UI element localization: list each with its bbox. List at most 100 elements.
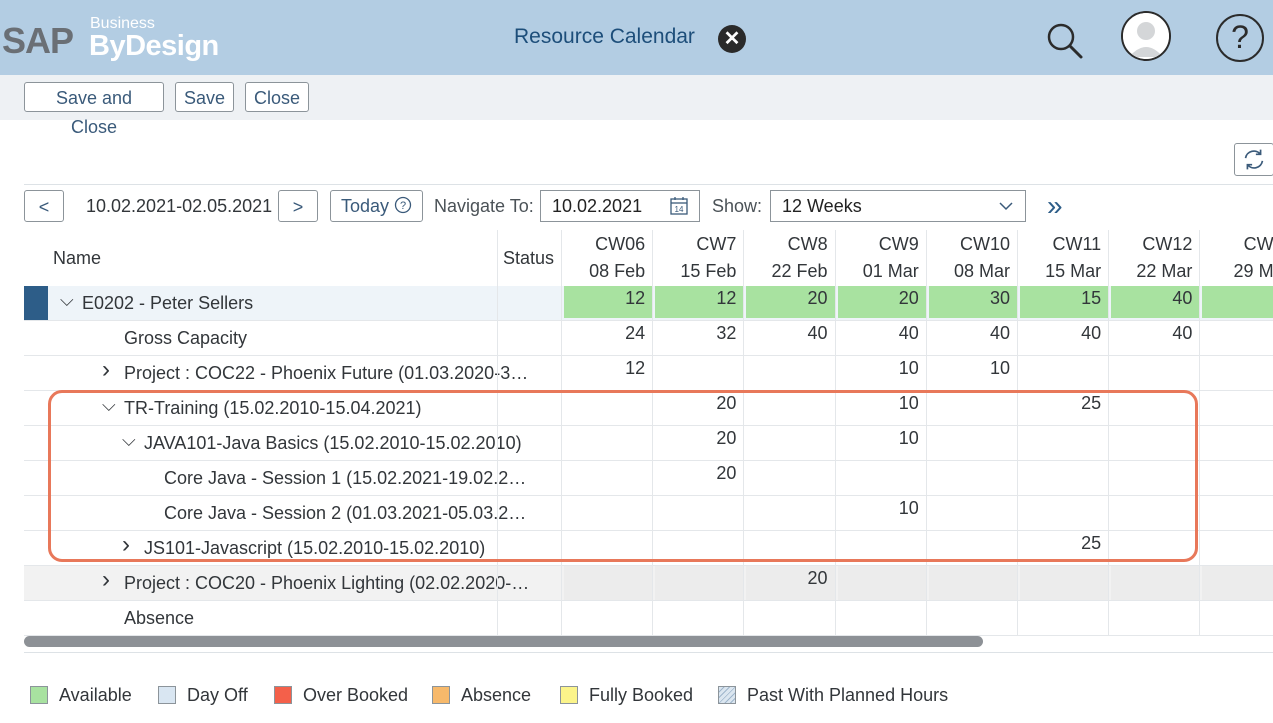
calendar-cell[interactable]: 25 xyxy=(1081,393,1102,413)
table-row[interactable]: › JS101-Javascript (15.02.2010-15.02.2010… xyxy=(24,531,1273,566)
navigate-to-date-input[interactable]: 10.02.2021 14 xyxy=(540,190,700,222)
calendar-cell[interactable] xyxy=(1020,566,1109,600)
calendar-cell[interactable] xyxy=(928,566,1017,600)
calendar-cell[interactable] xyxy=(1202,531,1273,565)
calendar-cell[interactable] xyxy=(746,496,834,530)
table-row[interactable]: › Project : COC20 - Phoenix Lighting (02.… xyxy=(24,566,1273,601)
table-row[interactable]: ⌵ JAVA101-Java Basics (15.02.2010-15.02.2… xyxy=(24,426,1273,461)
chevron-down-icon[interactable]: ⌵ xyxy=(60,290,74,310)
calendar-cell[interactable] xyxy=(838,531,926,565)
chevron-down-icon[interactable]: ⌵ xyxy=(122,430,136,450)
calendar-cell[interactable]: 20 xyxy=(746,286,835,318)
search-icon[interactable] xyxy=(1044,20,1084,60)
calendar-cell[interactable]: 20 xyxy=(837,286,926,318)
calendar-cell[interactable]: 30 xyxy=(928,286,1017,318)
calendar-cell[interactable] xyxy=(655,601,743,635)
calendar-cell[interactable] xyxy=(1111,601,1199,635)
help-icon[interactable]: ? xyxy=(1216,14,1264,62)
table-row[interactable]: Core Java - Session 1 (15.02.2021-19.02.… xyxy=(24,461,1273,496)
chevron-right-icon[interactable]: › xyxy=(122,531,130,558)
calendar-cell[interactable]: 40 xyxy=(1172,323,1193,343)
previous-period-button[interactable]: < xyxy=(24,190,64,222)
calendar-cell[interactable]: 40 xyxy=(1081,323,1102,343)
sap-bydesign-logo[interactable]: SAP Business ByDesign xyxy=(2,10,219,62)
calendar-cell[interactable] xyxy=(1020,496,1108,530)
next-period-button[interactable]: > xyxy=(278,190,318,222)
calendar-cell[interactable] xyxy=(564,566,653,600)
calendar-cell[interactable] xyxy=(929,426,1017,460)
table-row[interactable]: Gross Capacity 24 32 40 40 40 40 40 4 xyxy=(24,321,1273,356)
table-row[interactable]: Absence xyxy=(24,601,1273,636)
calendar-cell[interactable] xyxy=(1020,601,1108,635)
calendar-cell[interactable]: 40 xyxy=(989,323,1010,343)
calendar-cell[interactable]: 10 xyxy=(898,393,919,413)
calendar-cell[interactable] xyxy=(838,461,926,495)
chevron-right-icon[interactable]: › xyxy=(102,356,110,383)
calendar-cell[interactable] xyxy=(564,496,652,530)
calendar-cell[interactable] xyxy=(929,496,1017,530)
horizontal-scrollbar[interactable] xyxy=(24,636,983,647)
calendar-cell[interactable] xyxy=(1020,426,1108,460)
calendar-cell[interactable] xyxy=(1202,601,1273,635)
calendar-cell[interactable]: 12 xyxy=(625,358,646,378)
calendar-cell[interactable]: 40 xyxy=(807,323,828,343)
calendar-cell[interactable] xyxy=(1202,461,1273,495)
calendar-cell[interactable] xyxy=(1020,461,1108,495)
calendar-cell[interactable] xyxy=(655,496,743,530)
calendar-cell[interactable] xyxy=(564,601,652,635)
calendar-cell[interactable] xyxy=(746,356,834,390)
calendar-cell[interactable] xyxy=(1202,566,1273,600)
calendar-cell[interactable] xyxy=(929,461,1017,495)
calendar-cell[interactable]: 20 xyxy=(716,393,737,413)
save-button[interactable]: Save xyxy=(175,82,234,112)
calendar-cell[interactable]: 40 xyxy=(1111,286,1200,318)
calendar-cell[interactable]: 24 xyxy=(625,323,646,343)
close-icon[interactable]: ✕ xyxy=(718,25,746,53)
calendar-cell[interactable]: 40 xyxy=(898,323,919,343)
calendar-cell[interactable] xyxy=(564,426,652,460)
expand-weeks-icon[interactable]: » xyxy=(1047,190,1063,221)
calendar-cell[interactable] xyxy=(1202,391,1273,425)
refresh-button[interactable] xyxy=(1234,143,1273,176)
calendar-cell[interactable] xyxy=(1111,356,1199,390)
calendar-cell[interactable] xyxy=(746,601,834,635)
calendar-cell[interactable] xyxy=(838,601,926,635)
calendar-cell[interactable] xyxy=(1111,531,1199,565)
calendar-cell[interactable]: 10 xyxy=(898,428,919,448)
calendar-cell[interactable] xyxy=(837,566,926,600)
show-select[interactable]: 12 Weeks xyxy=(770,190,1026,222)
today-button[interactable]: Today ? xyxy=(330,190,423,222)
calendar-cell[interactable] xyxy=(1111,426,1199,460)
calendar-cell[interactable]: 15 xyxy=(1020,286,1109,318)
calendar-cell[interactable] xyxy=(655,356,743,390)
calendar-cell[interactable] xyxy=(746,426,834,460)
calendar-cell[interactable]: 20 xyxy=(716,428,737,448)
calendar-cell[interactable]: 10 xyxy=(898,498,919,518)
calendar-icon[interactable]: 14 xyxy=(669,196,689,216)
calendar-cell[interactable] xyxy=(564,461,652,495)
calendar-cell[interactable] xyxy=(1111,566,1200,600)
calendar-cell[interactable]: 4 xyxy=(1202,286,1273,318)
table-row[interactable]: › Project : COC22 - Phoenix Future (01.03… xyxy=(24,356,1273,391)
calendar-cell[interactable] xyxy=(564,531,652,565)
calendar-cell[interactable]: 32 xyxy=(716,323,737,343)
calendar-cell[interactable] xyxy=(655,566,744,600)
calendar-cell[interactable]: 25 xyxy=(1081,533,1102,553)
calendar-cell[interactable] xyxy=(746,391,834,425)
calendar-cell[interactable]: 10 xyxy=(989,358,1010,378)
calendar-cell[interactable] xyxy=(564,391,652,425)
table-row[interactable]: ⌵ TR-Training (15.02.2010-15.04.2021) 20 10… xyxy=(24,391,1273,426)
close-button[interactable]: Close xyxy=(245,82,309,112)
calendar-cell[interactable] xyxy=(655,531,743,565)
calendar-cell[interactable] xyxy=(1111,461,1199,495)
chevron-down-icon[interactable]: ⌵ xyxy=(102,395,116,415)
calendar-cell[interactable] xyxy=(746,531,834,565)
user-avatar-icon[interactable] xyxy=(1121,11,1171,61)
calendar-cell[interactable] xyxy=(746,461,834,495)
table-row[interactable]: ⌵E0202 - Peter Sellers121220203015404 xyxy=(24,286,1273,321)
table-row[interactable]: Core Java - Session 2 (01.03.2021-05.03.… xyxy=(24,496,1273,531)
calendar-cell[interactable]: 10 xyxy=(898,358,919,378)
calendar-cell[interactable] xyxy=(929,391,1017,425)
calendar-cell[interactable] xyxy=(929,531,1017,565)
chevron-right-icon[interactable]: › xyxy=(102,566,110,593)
